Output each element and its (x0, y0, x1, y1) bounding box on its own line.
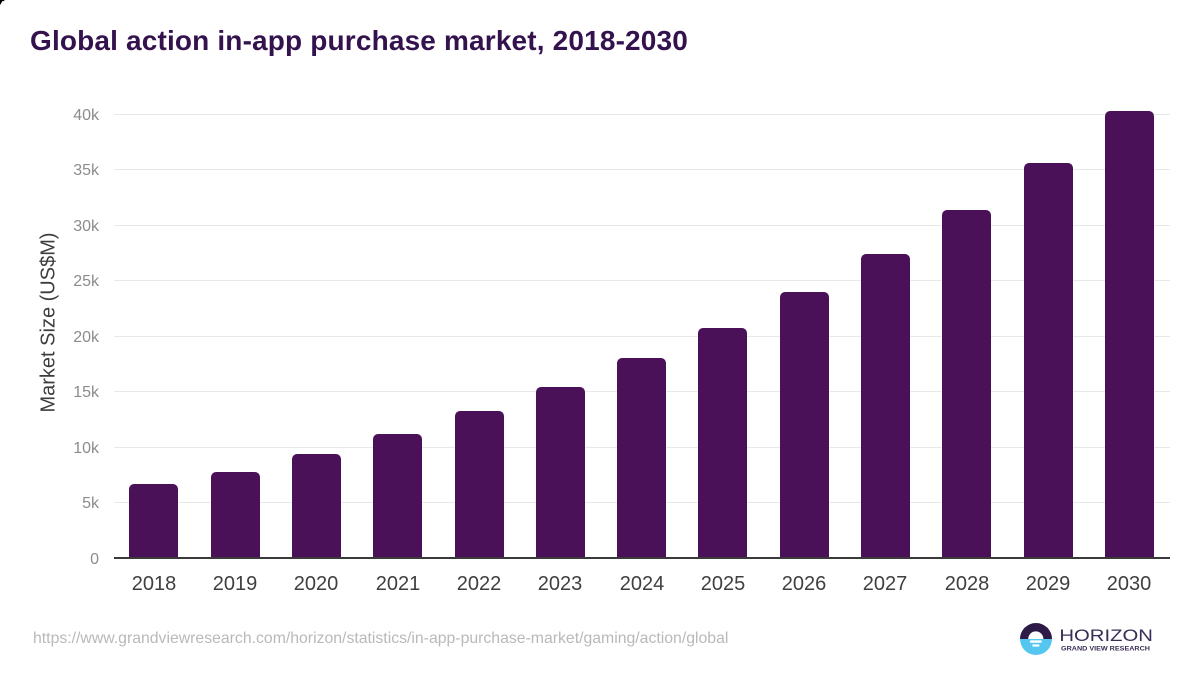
svg-text:HORIZON: HORIZON (1059, 627, 1153, 645)
svg-text:GRAND VIEW RESEARCH: GRAND VIEW RESEARCH (1061, 645, 1150, 652)
